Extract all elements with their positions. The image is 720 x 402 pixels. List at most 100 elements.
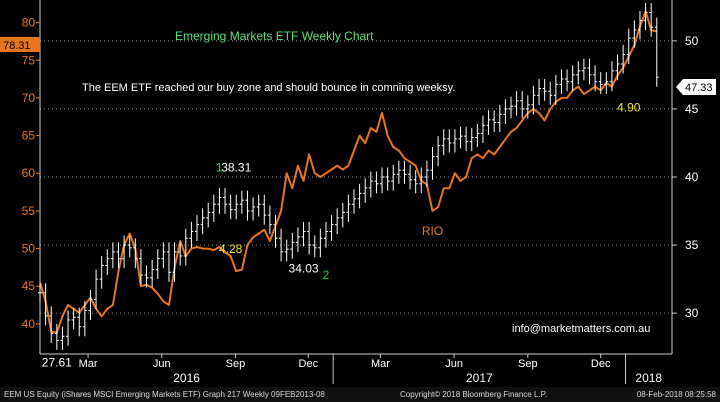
price-bar bbox=[273, 215, 278, 248]
right-axis-tick-label: 50 bbox=[685, 34, 699, 48]
left-axis-tick-label: 75 bbox=[22, 53, 36, 67]
price-bar bbox=[593, 65, 598, 92]
right-axis: 30 35 40 45 50 bbox=[671, 0, 699, 354]
left-axis-tick-label: 50 bbox=[22, 242, 36, 256]
price-bar bbox=[357, 183, 362, 209]
price-bar bbox=[396, 160, 401, 184]
price-bar bbox=[475, 123, 480, 148]
price-bar bbox=[621, 44, 626, 74]
price-bar bbox=[110, 242, 115, 269]
price-bar bbox=[211, 194, 216, 222]
price-bar bbox=[217, 187, 222, 214]
price-bar bbox=[368, 171, 373, 198]
price-bar bbox=[380, 167, 385, 194]
chart-annotation: 34.03 bbox=[289, 261, 319, 275]
chart-annotation: RIO bbox=[422, 224, 443, 238]
price-bar bbox=[480, 115, 485, 143]
price-bar bbox=[312, 235, 317, 258]
price-bar bbox=[245, 190, 250, 221]
price-bar bbox=[626, 28, 631, 64]
x-axis-month-label: Jun bbox=[153, 358, 171, 370]
price-bar bbox=[351, 189, 356, 214]
right-axis-tick-label: 45 bbox=[685, 102, 699, 116]
price-bar bbox=[43, 283, 48, 326]
current-value-marker: 78.31 bbox=[0, 37, 40, 52]
x-axis: Mar Jun Sep Dec Mar Jun Sep Dec 2016 2017 2018 bbox=[40, 353, 672, 385]
chart-title: Emerging Markets ETF Weekly Chart bbox=[175, 29, 374, 43]
price-bar bbox=[508, 96, 513, 119]
left-axis-tick-label: 65 bbox=[22, 129, 36, 143]
price-bar bbox=[503, 99, 508, 124]
price-bar bbox=[497, 104, 502, 133]
price-bar bbox=[239, 190, 244, 214]
chart-annotation-text: The EEM ETF reached our buy zone and sho… bbox=[82, 82, 455, 94]
current-value-label: 78.31 bbox=[3, 40, 31, 52]
price-bar bbox=[99, 255, 104, 289]
price-bar bbox=[127, 235, 132, 258]
price-bar bbox=[88, 290, 93, 320]
price-bar bbox=[284, 239, 289, 262]
price-bar bbox=[335, 208, 340, 235]
left-axis-tick-label: 70 bbox=[22, 91, 36, 105]
price-bar bbox=[183, 228, 188, 266]
price-bar bbox=[374, 171, 379, 194]
price-bar bbox=[71, 307, 76, 330]
price-bar bbox=[520, 91, 525, 119]
price-bar bbox=[133, 238, 138, 269]
left-axis-tick-label: 80 bbox=[22, 16, 36, 30]
chart-annotation: 27.61 bbox=[42, 355, 72, 369]
price-bar bbox=[323, 221, 328, 248]
x-axis-year-label: 2017 bbox=[466, 371, 493, 385]
left-axis-tick-label: 60 bbox=[22, 166, 36, 180]
x-axis-month-label: Mar bbox=[371, 358, 390, 370]
grid-lines bbox=[40, 40, 672, 314]
price-bar bbox=[643, 2, 648, 30]
price-bar bbox=[82, 300, 87, 337]
footer-timestamp: 08-Feb-2018 08:25:58 bbox=[636, 390, 716, 399]
price-bar bbox=[587, 58, 592, 85]
price-bar bbox=[138, 249, 143, 285]
chart-annotation: 4.90 bbox=[617, 101, 641, 115]
price-bar bbox=[234, 194, 239, 220]
price-bar bbox=[49, 306, 54, 344]
left-axis-tick-label: 45 bbox=[22, 279, 36, 293]
last-price-label: 47.33 bbox=[685, 82, 713, 94]
price-bar bbox=[581, 58, 586, 81]
price-bar bbox=[654, 17, 659, 87]
price-bar bbox=[116, 242, 121, 269]
x-axis-month-label: Jun bbox=[445, 358, 463, 370]
footer-copyright: Copyright© 2018 Bloomberg Finance L.P. bbox=[400, 390, 548, 399]
price-bar bbox=[223, 187, 228, 214]
right-axis-tick-label: 35 bbox=[685, 238, 699, 252]
price-bar bbox=[150, 260, 155, 288]
price-bar bbox=[60, 326, 65, 350]
price-bar bbox=[413, 170, 418, 194]
price-bar bbox=[166, 242, 171, 282]
contact-email: info@marketmatters.com.au bbox=[512, 323, 650, 335]
price-bar bbox=[553, 74, 558, 105]
right-axis-tick-label: 30 bbox=[685, 306, 699, 320]
price-bar bbox=[469, 127, 474, 152]
price-bar bbox=[430, 147, 435, 180]
left-axis-tick-label: 55 bbox=[22, 204, 36, 218]
price-bar bbox=[514, 91, 519, 116]
price-bar bbox=[161, 242, 166, 269]
price-bar bbox=[155, 249, 160, 280]
price-bar bbox=[441, 129, 446, 156]
chart-annotation: 1 bbox=[216, 161, 223, 175]
price-bar bbox=[228, 194, 233, 220]
price-bar bbox=[492, 110, 497, 133]
price-bar bbox=[251, 197, 256, 221]
x-axis-year-label: 2016 bbox=[173, 371, 200, 385]
x-axis-month-label: Sep bbox=[518, 358, 538, 370]
price-bar bbox=[565, 69, 570, 92]
price-bar bbox=[307, 221, 312, 255]
price-bar bbox=[447, 129, 452, 153]
price-bar bbox=[144, 265, 149, 288]
footer-bar: EEM US Equity (iShares MSCI Emerging Mar… bbox=[0, 387, 720, 402]
price-bar bbox=[548, 81, 553, 105]
price-bar bbox=[615, 54, 620, 81]
price-bar bbox=[391, 164, 396, 191]
price-bar bbox=[94, 269, 99, 310]
